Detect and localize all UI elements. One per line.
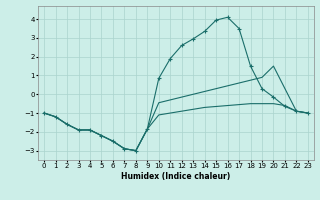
X-axis label: Humidex (Indice chaleur): Humidex (Indice chaleur) bbox=[121, 172, 231, 181]
